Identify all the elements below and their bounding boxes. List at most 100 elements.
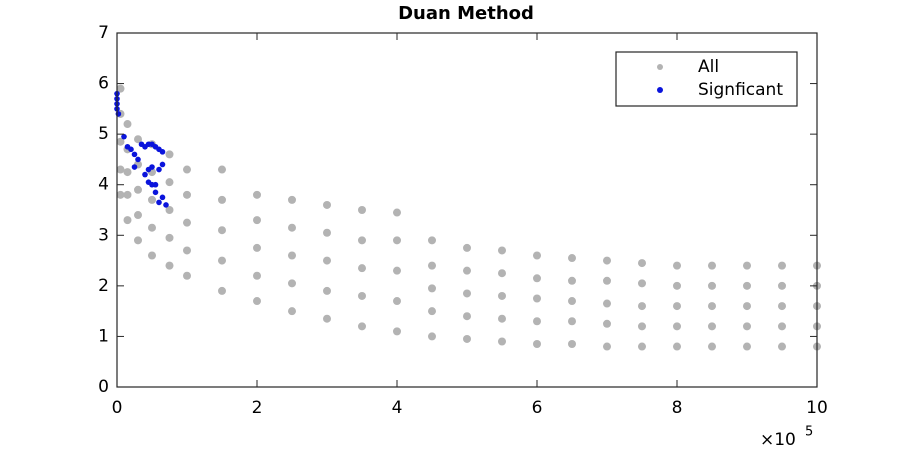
point: [498, 246, 506, 255]
point: [116, 165, 125, 174]
point: [498, 269, 506, 278]
point: [116, 84, 125, 93]
x-scale-label: ×10: [760, 430, 796, 450]
point: [393, 208, 401, 217]
point: [393, 236, 401, 245]
point: [778, 322, 786, 331]
point: [218, 165, 226, 174]
point: [498, 314, 506, 323]
point: [323, 286, 331, 295]
point: [288, 223, 296, 232]
point: [673, 342, 681, 351]
point: [134, 211, 142, 220]
point: [743, 302, 751, 311]
point: [323, 228, 331, 237]
point: [603, 256, 611, 265]
point: [253, 297, 261, 306]
x-tick-label: 2: [252, 398, 263, 418]
point: [743, 261, 751, 270]
point: [638, 342, 646, 351]
point: [152, 181, 159, 188]
point: [253, 271, 261, 280]
point: [358, 264, 366, 273]
point: [778, 342, 786, 351]
legend-label: Signficant: [698, 80, 783, 100]
point: [253, 243, 261, 252]
point: [393, 327, 401, 336]
point: [673, 281, 681, 290]
point: [358, 206, 366, 214]
point: [183, 271, 191, 280]
point: [134, 236, 142, 245]
point: [288, 251, 296, 260]
point: [165, 261, 174, 270]
point: [708, 261, 716, 270]
point: [568, 340, 576, 349]
point: [708, 281, 716, 290]
point: [152, 189, 159, 196]
point: [533, 317, 541, 326]
legend-label: All: [698, 57, 719, 77]
point: [218, 226, 226, 235]
point: [148, 223, 156, 232]
point: [145, 166, 152, 173]
point: [116, 137, 125, 146]
point: [183, 165, 191, 174]
point: [218, 195, 226, 204]
point: [638, 259, 646, 268]
point: [288, 307, 296, 316]
plot-frame: [116, 32, 818, 388]
point: [358, 236, 366, 245]
point: [673, 302, 681, 311]
x-tick-label: 0: [112, 398, 123, 418]
y-tick-label: 4: [98, 175, 109, 195]
point: [159, 194, 166, 201]
point: [428, 261, 436, 270]
point: [743, 322, 751, 331]
x-scale-exponent: 5: [805, 425, 813, 440]
point: [123, 216, 132, 225]
point: [134, 135, 142, 144]
point: [778, 302, 786, 311]
point: [603, 342, 611, 351]
point: [131, 151, 138, 158]
point: [708, 342, 716, 351]
point: [603, 319, 611, 328]
point: [163, 202, 169, 208]
point: [498, 291, 506, 300]
point: [159, 161, 166, 168]
point: [603, 276, 611, 285]
point: [134, 185, 142, 194]
point: [673, 261, 681, 270]
legend-box: [615, 51, 798, 107]
y-tick-label: 7: [98, 23, 109, 43]
point: [603, 299, 611, 308]
point: [358, 291, 366, 300]
point: [323, 256, 331, 265]
point: [165, 150, 174, 159]
point: [708, 302, 716, 311]
point: [533, 251, 541, 260]
point: [218, 286, 226, 295]
y-tick-label: 0: [98, 377, 109, 397]
point: [778, 261, 786, 270]
point: [463, 312, 471, 321]
point: [428, 332, 436, 341]
point: [288, 195, 296, 204]
point: [428, 236, 436, 245]
point: [165, 233, 174, 242]
x-tick-label: 10: [806, 398, 828, 418]
point: [128, 146, 134, 153]
point: [156, 166, 162, 173]
point: [568, 254, 576, 263]
point: [183, 246, 191, 255]
point: [638, 322, 646, 331]
point: [123, 190, 132, 199]
point: [148, 251, 156, 260]
x-tick-label: 4: [392, 398, 403, 418]
x-tick-label: 6: [532, 398, 543, 418]
point: [743, 281, 751, 290]
point: [323, 200, 331, 209]
point: [393, 266, 401, 275]
point: [253, 190, 261, 199]
